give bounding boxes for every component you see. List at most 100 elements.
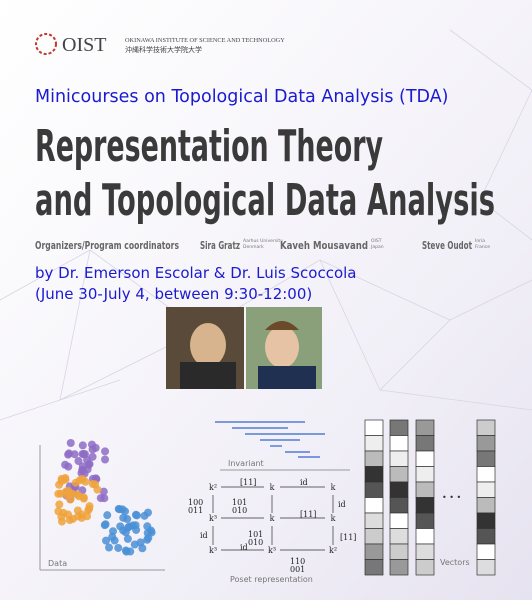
node: k³ [209, 514, 217, 523]
scatter-dot [132, 511, 141, 520]
vector-cell [415, 481, 435, 498]
scatter-dot [136, 538, 145, 547]
scatter-dot [119, 513, 128, 522]
organizer-name: Kaveh Mousavand [280, 239, 368, 252]
scatter-dot [73, 506, 82, 515]
edge-label: [11] [240, 478, 256, 487]
scatter-dot [103, 511, 112, 520]
vector-cell [364, 497, 384, 514]
organizers-label: Organizers/Program coordinators [35, 239, 179, 252]
organizer-name: Sira Gratz [200, 239, 240, 252]
scatter-dot [78, 462, 87, 471]
vector-cell [415, 512, 435, 529]
node: k [331, 483, 336, 492]
matrix-row: 010 [232, 506, 247, 515]
vector-cell [389, 419, 409, 436]
vector-cell [415, 559, 435, 576]
schedule: (June 30-July 4, between 9:30-12:00) [35, 285, 312, 303]
vector-cell [364, 543, 384, 560]
vector-cell [415, 419, 435, 436]
node: k³ [209, 546, 217, 555]
speaker-photos [166, 307, 322, 389]
scatter-dot [114, 543, 123, 552]
node: k [270, 483, 275, 492]
matrix-row: 010 [248, 538, 263, 547]
vector-cell [389, 512, 409, 529]
edge-label: id [240, 543, 248, 552]
vector-cell [364, 450, 384, 467]
scatter-dot [122, 547, 131, 556]
vector-cell [476, 481, 496, 498]
scatter-dot [143, 535, 152, 544]
vector-cell [415, 528, 435, 545]
vector-cell [364, 512, 384, 529]
vector-cell [476, 543, 496, 560]
vector-cell [476, 528, 496, 545]
ellipsis: • • • [442, 493, 461, 502]
vector-cell [389, 466, 409, 483]
vector-cell [476, 497, 496, 514]
scatter-dot [101, 455, 110, 464]
organizer-affiliation: Denmark [243, 244, 264, 250]
vector-cell [476, 419, 496, 436]
vector-cell [389, 450, 409, 467]
network-decoration [0, 29, 532, 421]
scatter-dot [121, 528, 130, 537]
scatter-dot [101, 447, 110, 456]
matrix-row: 011 [188, 506, 203, 515]
scatter-dot [85, 460, 94, 469]
matrix-row: 101 [248, 530, 263, 539]
vector-cell [389, 543, 409, 560]
vector-cell [476, 435, 496, 452]
scatter-dot [79, 450, 88, 459]
vector-cell [415, 497, 435, 514]
scatter-dot [123, 534, 132, 543]
node: k² [209, 483, 217, 492]
matrix-row: 110 [290, 557, 305, 566]
node: k [270, 514, 275, 523]
scatter-dot [96, 494, 105, 503]
vector-cell [364, 481, 384, 498]
vector-cell [389, 435, 409, 452]
scatter-dot [88, 480, 97, 489]
series-title: Minicourses on Topological Data Analysis… [35, 87, 449, 107]
vector-cell [389, 497, 409, 514]
matrix-row: 100 [188, 498, 203, 507]
organizer-affiliation: Aarhus University [243, 238, 283, 244]
scatter-dot [66, 439, 75, 448]
vector-cell [389, 481, 409, 498]
organizer-affiliation: Inria [475, 238, 485, 244]
edge-label: id [338, 500, 346, 509]
vector-cell [364, 466, 384, 483]
vector-cell [476, 512, 496, 529]
scatter-dot [102, 536, 111, 545]
vector-cell [415, 466, 435, 483]
edge-label: id [200, 531, 208, 540]
scatter-dot [62, 487, 71, 496]
speakers: by Dr. Emerson Escolar & Dr. Luis Scocco… [35, 264, 356, 282]
vector-cell [476, 559, 496, 576]
scatter-dot [100, 521, 109, 530]
institute: OKINAWA INSTITUTE OF SCIENCE AND TECHNOL… [125, 37, 285, 44]
poset-label: Poset representation [230, 575, 313, 584]
scatter-dot [144, 508, 153, 517]
scatter-dot [61, 460, 70, 469]
scatter-dot [73, 490, 82, 499]
scatter-dot [128, 521, 137, 530]
vector-cell [415, 450, 435, 467]
logo: OIST OKINAWA INSTITUTE OF SCIENCE AND TE… [35, 33, 285, 56]
scatter-dot [74, 457, 83, 466]
vector-cell [364, 419, 384, 436]
vector-cell [476, 466, 496, 483]
organizers: Organizers/Program coordinators Sira Gra… [35, 238, 490, 252]
scatter-dot [110, 536, 119, 545]
vector-cell [415, 543, 435, 560]
vector-cell [364, 528, 384, 545]
organizer-affiliation: OIST [371, 238, 382, 244]
data-label: Data [48, 559, 67, 568]
scatter-dot [105, 543, 114, 552]
edge-label: id [300, 478, 308, 487]
headline: Representation Theory [35, 121, 383, 172]
node: k² [329, 546, 337, 555]
